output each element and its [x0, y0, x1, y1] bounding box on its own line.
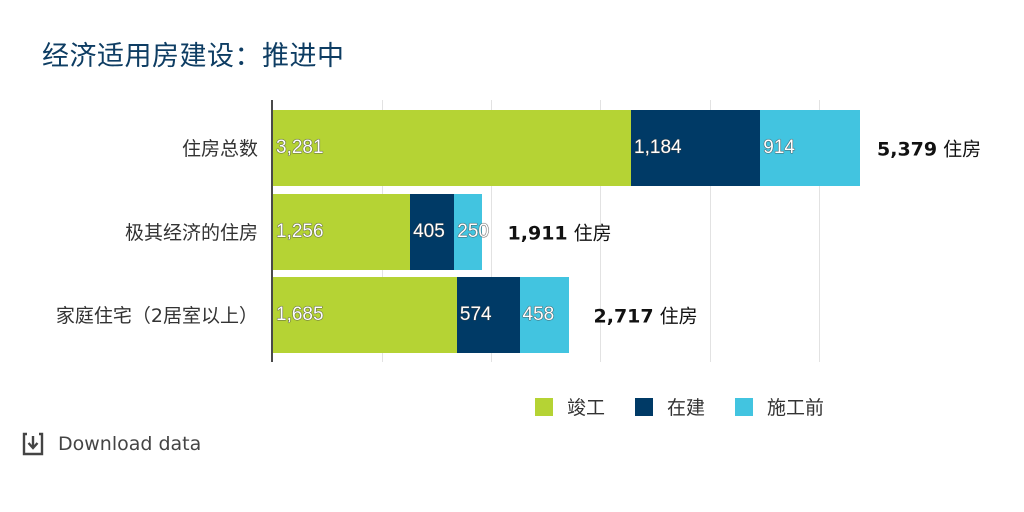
legend-label: 在建 — [667, 397, 706, 419]
segment-value-label: 1,685 — [276, 304, 324, 326]
segment-value-label: 1,256 — [276, 221, 324, 243]
bar-row: 1,685 574 458 2,717 住房 — [273, 277, 698, 353]
row-total-label: 5,379 住房 — [877, 138, 982, 161]
segment-value-label: 1,184 — [634, 137, 682, 159]
chart-title: 经济适用房建设：推进中 — [42, 41, 345, 72]
bar-segment-under-construction[interactable]: 1,184 — [631, 110, 761, 186]
gridline — [709, 100, 711, 362]
gridline — [600, 100, 602, 362]
legend-swatch-icon — [535, 397, 553, 416]
category-label: 家庭住宅（2居室以上） — [55, 305, 258, 327]
bar-segment-completed[interactable]: 1,256 — [273, 194, 411, 270]
legend-item[interactable]: 在建 — [635, 393, 705, 420]
bar-segment-completed[interactable]: 1,685 — [273, 277, 457, 353]
legend-label: 施工前 — [767, 397, 825, 419]
bar-segment-under-construction[interactable]: 574 — [456, 277, 520, 353]
y-axis-line — [271, 100, 273, 362]
segment-value-label: 914 — [763, 137, 795, 159]
bar-segment-completed[interactable]: 3,281 — [273, 110, 632, 186]
gridline — [491, 100, 493, 362]
legend-label: 竣工 — [567, 397, 606, 419]
segment-value-label: 574 — [459, 304, 492, 326]
bar-segment-pre-construction[interactable]: 458 — [519, 277, 570, 353]
plot-area: 3,281 1,184 914 5,379 住房 1,256 405 250 1,911 住房… — [271, 100, 981, 362]
legend-swatch-icon — [735, 397, 754, 416]
legend-item[interactable]: 施工前 — [735, 393, 824, 420]
legend-swatch-icon — [635, 397, 654, 416]
bar-row: 3,281 1,184 914 5,379 住房 — [273, 110, 981, 186]
download-label: Download data — [58, 433, 202, 455]
download-icon — [22, 432, 44, 456]
download-data-link[interactable]: Download data — [22, 432, 201, 456]
segment-value-label: 3,281 — [276, 137, 324, 159]
bar-row: 1,256 405 250 1,911 住房 — [273, 194, 612, 270]
segment-value-label: 250 — [457, 221, 489, 243]
gridline — [818, 100, 820, 362]
row-total-label: 1,911 住房 — [507, 222, 612, 245]
category-label: 极其经济的住房 — [124, 222, 258, 244]
bar-segment-pre-construction[interactable]: 914 — [760, 110, 860, 186]
legend: 竣工 在建 施工前 — [535, 393, 824, 420]
bar-segment-under-construction[interactable]: 405 — [410, 194, 455, 270]
category-label: 住房总数 — [181, 138, 258, 160]
row-total-label: 2,717 住房 — [593, 305, 698, 328]
segment-value-label: 458 — [522, 304, 555, 326]
bar-segment-pre-construction[interactable]: 250 — [454, 194, 489, 270]
segment-value-label: 405 — [413, 221, 445, 243]
legend-item[interactable]: 竣工 — [535, 393, 605, 420]
